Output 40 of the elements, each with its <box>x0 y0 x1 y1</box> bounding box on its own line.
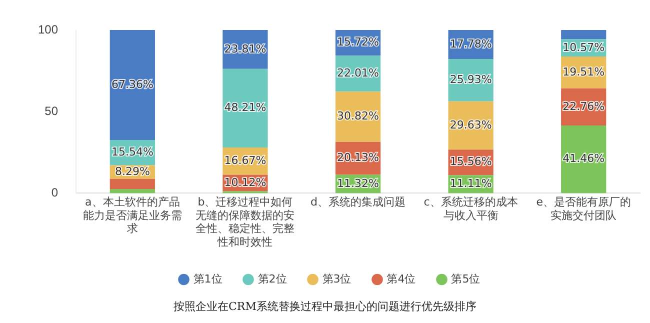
data-label: 30.82% <box>337 110 379 123</box>
data-label: 10.12% <box>224 176 266 189</box>
x-tick-label: a、本土软件的产品能力是否满足业务需求 <box>82 196 182 236</box>
data-label: 23.81% <box>224 42 266 56</box>
bar <box>110 188 155 194</box>
y-tick-label: 0 <box>51 186 58 200</box>
data-label: 15.72% <box>337 36 379 49</box>
data-label: 22.76% <box>562 100 605 113</box>
x-tick-label: b、迁移过程中如何无缝的保障数据的安全性、稳定性、完整性和时效性 <box>196 196 295 248</box>
data-label: 20.13% <box>337 151 379 164</box>
data-label: 41.46% <box>562 152 605 166</box>
data-label: 10.57% <box>562 40 605 54</box>
y-tick-label: 100 <box>38 22 58 36</box>
data-label: 67.36% <box>111 78 154 91</box>
data-label: 25.93% <box>450 73 492 86</box>
bar <box>110 30 155 140</box>
data-label: 29.63% <box>450 118 492 132</box>
x-tick-label: e、是否能有原厂的实施交付团队 <box>536 196 631 222</box>
data-label: 19.51% <box>562 65 605 78</box>
data-label: 11.32% <box>337 176 379 190</box>
bar <box>561 30 606 40</box>
y-tick-label: 50 <box>44 104 58 118</box>
legend-label: 第2位 <box>258 272 287 286</box>
x-tick-label: d、系统的集成问题 <box>310 196 406 209</box>
data-label: 22.01% <box>337 66 379 80</box>
legend-label: 第3位 <box>322 272 352 286</box>
data-label: 15.54% <box>111 145 154 158</box>
data-label: 16.67% <box>224 154 266 167</box>
bar <box>222 68 268 148</box>
data-label: 48.21% <box>224 101 266 114</box>
legend-label: 第4位 <box>386 272 416 286</box>
bar <box>110 178 155 189</box>
data-label: 15.56% <box>450 155 492 168</box>
legend-label: 第5位 <box>451 272 480 286</box>
legend-label: 第1位 <box>193 272 222 286</box>
text: 按照企业在CRM系统替换过程中最担心的问题进行优先级排序 <box>172 299 478 314</box>
x-tick-label: c、系统迁移的成本与收入平衡 <box>424 196 518 222</box>
data-label: 11.11% <box>450 176 492 190</box>
data-label: 17.78% <box>450 37 492 50</box>
data-label: 8.29% <box>114 164 150 178</box>
